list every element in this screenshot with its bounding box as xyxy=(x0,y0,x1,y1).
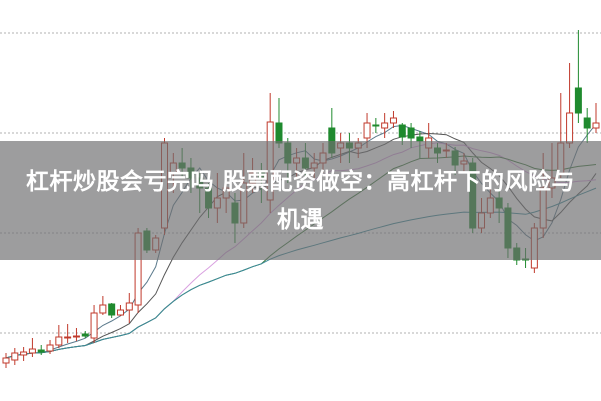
candle-body xyxy=(363,122,371,139)
candle-body xyxy=(407,127,415,139)
candle-body xyxy=(28,348,36,354)
candle-body xyxy=(37,349,45,353)
candle-body xyxy=(64,336,72,339)
candle-body xyxy=(116,309,124,316)
candle-body xyxy=(389,117,397,124)
article-title: 杠杆炒股会亏完吗 股票配资做空：高杠杆下的风险与机遇 xyxy=(25,168,575,233)
candle-body xyxy=(372,124,380,127)
candle-body xyxy=(108,303,116,316)
candle-body xyxy=(20,351,28,356)
candle-body xyxy=(2,357,10,364)
candle-body xyxy=(275,122,283,144)
candle-body xyxy=(398,124,406,138)
candle-body xyxy=(574,87,582,114)
candle-body xyxy=(125,302,133,311)
candle-body xyxy=(11,352,19,361)
candle-body xyxy=(46,344,54,352)
title-banner: 杠杆炒股会亏完吗 股票配资做空：高杠杆下的风险与机遇 xyxy=(0,141,601,260)
candle-body xyxy=(90,312,98,339)
candle-body xyxy=(99,304,107,314)
candle-body xyxy=(592,122,600,129)
candle-body xyxy=(566,112,574,144)
candle-body xyxy=(583,117,591,129)
candle-body xyxy=(72,335,80,338)
candle-body xyxy=(55,336,63,346)
candle-body xyxy=(381,122,389,129)
candle-body xyxy=(81,333,89,337)
